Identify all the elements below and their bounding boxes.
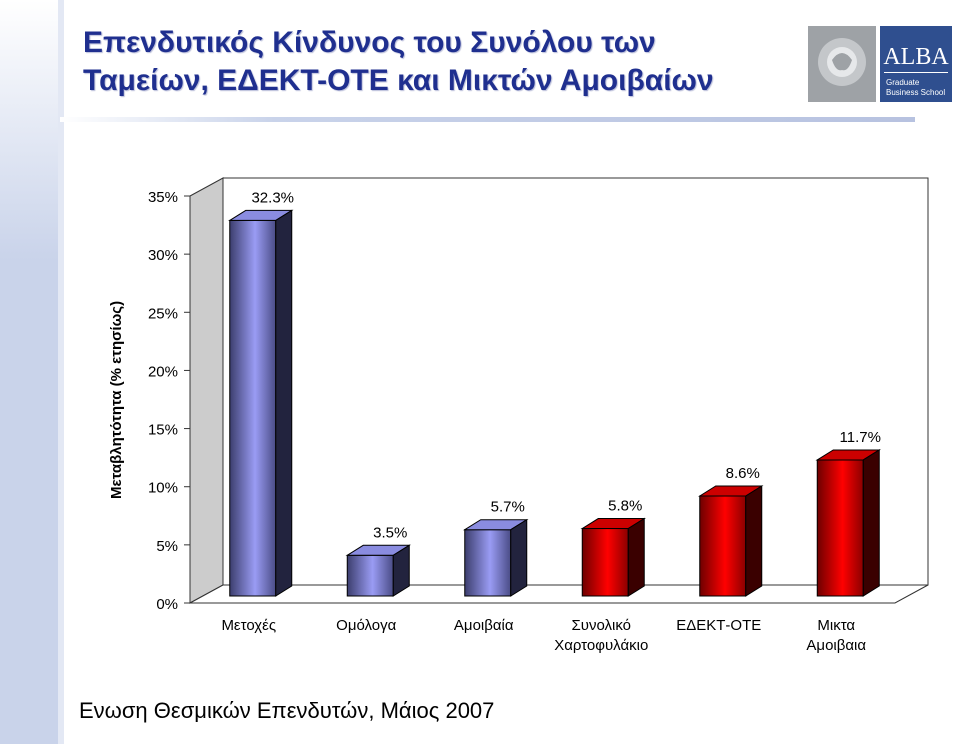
y-axis-label: Μεταβλητότητα (% ετησίως) bbox=[108, 301, 125, 499]
logo-divider bbox=[884, 72, 948, 73]
alba-logo-panel bbox=[880, 26, 952, 102]
sidebar-band bbox=[0, 0, 58, 744]
bar-front bbox=[816, 459, 864, 597]
y-tick-label: 5% bbox=[156, 538, 178, 555]
sidebar-edge bbox=[58, 0, 64, 744]
y-tick-label: 35% bbox=[148, 189, 178, 206]
footer-source: Ενωση Θεσμικών Επενδυτών, Μάιος 2007 bbox=[79, 698, 495, 723]
data-label: 5.7% bbox=[491, 499, 525, 516]
y-tick-label: 0% bbox=[156, 596, 178, 613]
bar-front bbox=[464, 529, 512, 597]
title-line-2: Ταμείων, ΕΔΕΚΤ-ΟΤΕ και Μικτών Αμοιβαίων bbox=[83, 64, 714, 97]
category-label: Αμοιβαια bbox=[806, 637, 866, 654]
title-underline bbox=[60, 117, 915, 122]
alba-logo-text: ALBA bbox=[883, 44, 949, 70]
y-tick-label: 30% bbox=[148, 247, 178, 264]
bar-side bbox=[510, 518, 528, 597]
alba-logo: ALBA Graduate Business School bbox=[808, 26, 952, 102]
chart-labels: 32.3% Μετοχές 3.5% Ομόλογα 5.7% Αμοιβαία 5.8% Σ… bbox=[221, 189, 881, 654]
category-label: Μικτα bbox=[817, 617, 855, 634]
title-line-1: Επενδυτικός Κίνδυνος του Συνόλου των bbox=[83, 26, 656, 59]
y-tick-label: 25% bbox=[148, 305, 178, 322]
alba-logo-subtitle-2: Business School bbox=[886, 88, 945, 97]
y-tick-label: 20% bbox=[148, 363, 178, 380]
bar-side bbox=[862, 449, 880, 597]
category-label: ΕΔΕΚΤ-ΟΤΕ bbox=[676, 617, 761, 634]
side-wall bbox=[189, 177, 224, 604]
y-tick-label: 10% bbox=[148, 480, 178, 497]
slide-title: Επενδυτικός Κίνδυνος του Συνόλου των Ταμ… bbox=[83, 24, 803, 100]
bar-front bbox=[229, 219, 277, 597]
bar-front bbox=[346, 554, 394, 597]
category-label: Αμοιβαία bbox=[454, 617, 514, 634]
y-tick-label: 15% bbox=[148, 422, 178, 439]
category-label: Ομόλογα bbox=[336, 617, 396, 634]
lion-head bbox=[832, 53, 852, 71]
bar-side bbox=[627, 517, 645, 597]
category-label: Μετοχές bbox=[221, 617, 276, 634]
data-label: 5.8% bbox=[608, 498, 642, 515]
data-label: 32.3% bbox=[251, 189, 294, 206]
bar-side bbox=[275, 209, 293, 597]
data-label: 3.5% bbox=[373, 524, 407, 541]
data-label: 11.7% bbox=[840, 429, 881, 446]
chart-bars bbox=[228, 209, 881, 597]
bar-side bbox=[745, 485, 763, 597]
bar-front bbox=[699, 495, 747, 597]
bar-front bbox=[581, 528, 629, 597]
bar-side bbox=[392, 544, 410, 597]
alba-logo-subtitle-1: Graduate bbox=[886, 78, 920, 87]
category-label: Χαρτοφυλάκιο bbox=[554, 637, 648, 654]
category-label: Συνολικό bbox=[571, 617, 631, 634]
data-label: 8.6% bbox=[726, 465, 760, 482]
